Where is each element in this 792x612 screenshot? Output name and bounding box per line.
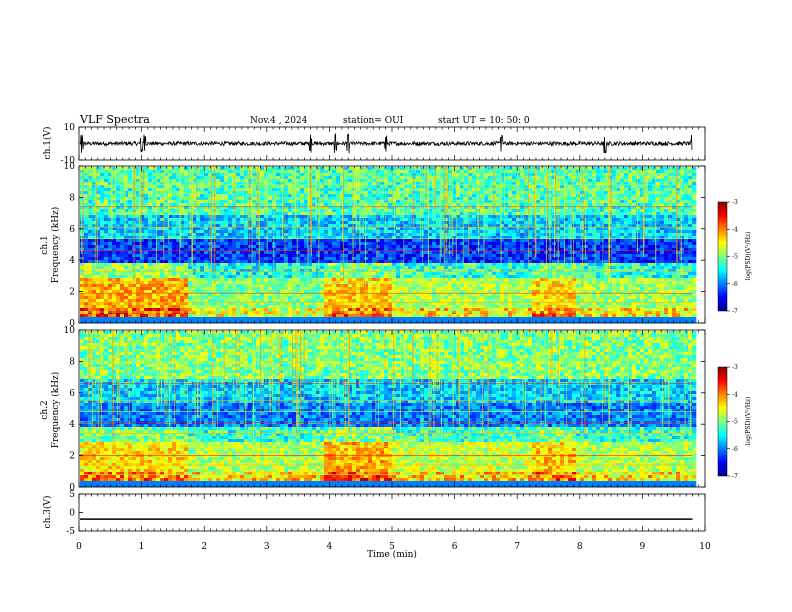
header-station: station= OUI (343, 116, 404, 126)
header-start-time: start UT = 10: 50: 0 (438, 116, 530, 126)
spectrogram-ytick-label: 8 (69, 193, 75, 203)
colorbar-tick-label: -7 (732, 473, 738, 480)
colorbar-tick-label: -3 (732, 364, 738, 371)
spectrogram-ytick-label: 0 (69, 483, 75, 493)
ch1-waveform-ylabel: ch.1(V) (42, 127, 53, 160)
x-axis-label: Time (min) (367, 549, 417, 560)
ch2-colorbar (717, 366, 728, 477)
ch2-spectrogram-image (79, 330, 705, 488)
colorbar-tick-label: -6 (732, 446, 738, 453)
x-tick-label: 7 (514, 542, 520, 552)
colorbar-tick-label: -4 (732, 391, 738, 398)
spectrogram-ytick-label: 2 (69, 288, 75, 298)
x-tick-label: 1 (139, 542, 145, 552)
spectrogram-ytick-label: 10 (64, 162, 76, 172)
ch3-ytick-label: 5 (69, 490, 75, 500)
x-tick-label: 5 (389, 542, 395, 552)
colorbar-tick-label: -5 (732, 419, 738, 426)
colorbar-tick-label: -3 (732, 199, 738, 206)
ch3-waveform-ylabel: ch.3(V) (42, 496, 53, 529)
ch1-spectrogram-channel-label: ch.1 (40, 235, 50, 254)
spectrogram-ytick-label: 4 (69, 420, 75, 430)
x-tick-label: 9 (640, 542, 646, 552)
spectrogram-ytick-label: 2 (69, 452, 75, 462)
ch3-ytick-label: -5 (66, 527, 75, 537)
x-tick-label: 4 (327, 542, 333, 552)
spectrogram-ytick-label: 4 (69, 256, 75, 266)
spectrogram-ytick-label: 0 (69, 319, 75, 329)
spectrogram-ytick-label: 6 (69, 389, 75, 399)
colorbar-tick-label: -5 (732, 254, 738, 261)
ch2-spectrogram-channel-label: ch.2 (40, 400, 50, 419)
figure-title: VLF Spectra (79, 113, 150, 126)
ch3-ytick-label: 0 (69, 509, 75, 519)
ch1-spectrogram-image (79, 166, 705, 324)
spectrogram-ytick-label: 6 (69, 225, 75, 235)
spectrogram-ytick-label: 10 (64, 326, 76, 336)
x-tick-label: 3 (264, 542, 270, 552)
ch3-waveform-frame (78, 493, 706, 532)
colorbar-tick-label: -6 (732, 281, 738, 288)
ch2-colorbar-label: log(PSD)(V²/Hz) (745, 397, 752, 446)
spectrogram-ytick-label: 8 (69, 357, 75, 367)
colorbar-tick-label: -4 (732, 226, 738, 233)
ch1-ytick-label: 10 (64, 123, 76, 133)
colorbar-tick-label: -7 (732, 308, 738, 315)
header-date: Nov.4 , 2024 (250, 116, 308, 126)
ch1-colorbar (717, 201, 728, 312)
ch1-spectrogram-ylabel: Frequency (kHz) (50, 207, 61, 284)
ch2-spectrogram-ylabel: Frequency (kHz) (50, 372, 61, 449)
ch1-colorbar-label: log(PSD)(V²/Hz) (745, 232, 752, 281)
x-tick-label: 8 (577, 542, 583, 552)
x-tick-label: 10 (699, 542, 711, 552)
x-tick-label: 2 (201, 542, 207, 552)
x-tick-label: 0 (76, 542, 82, 552)
ch1-ytick-label: -10 (61, 156, 76, 166)
x-tick-label: 6 (452, 542, 458, 552)
ch1-waveform-trace (79, 133, 693, 154)
